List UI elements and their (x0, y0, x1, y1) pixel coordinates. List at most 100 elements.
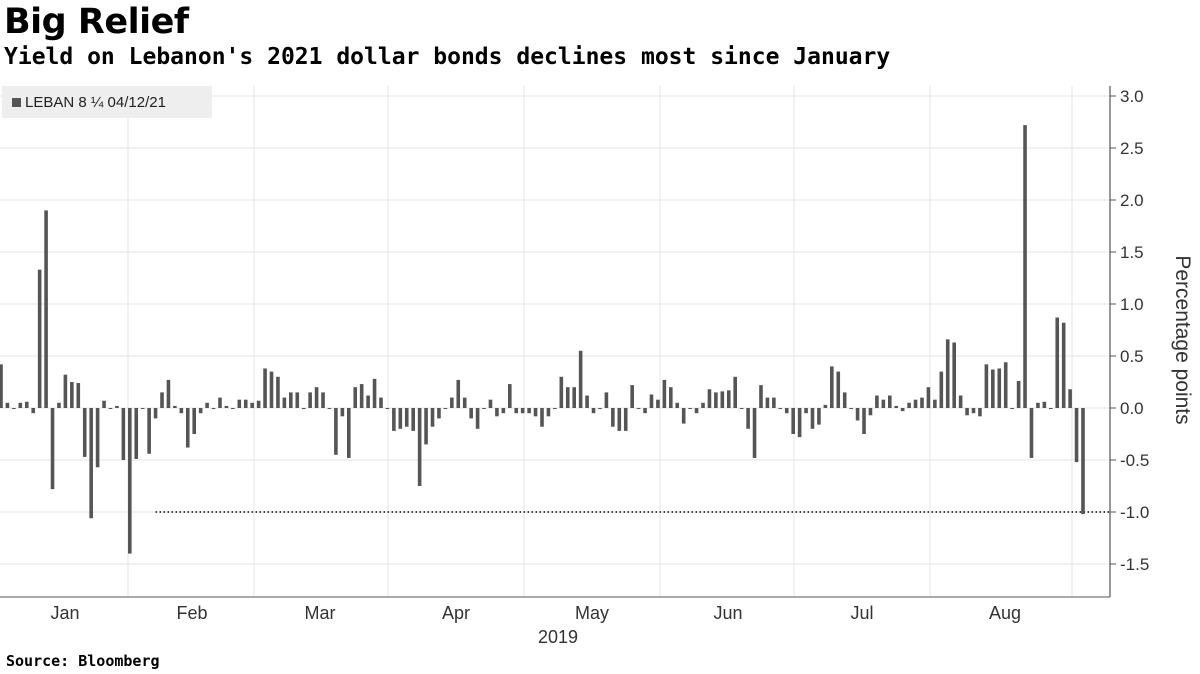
bar (971, 408, 976, 414)
x-axis-labels: Jan Feb Mar Apr May Jun Jul Aug 2019 (50, 603, 1021, 647)
bar (617, 408, 622, 431)
bar (501, 408, 506, 414)
bar (739, 408, 744, 409)
bar (559, 376, 564, 408)
bar (855, 408, 860, 421)
bar (237, 399, 242, 408)
bar (173, 405, 177, 408)
bar (842, 392, 847, 408)
bar (488, 399, 493, 408)
bar (578, 350, 583, 408)
bar (359, 384, 364, 408)
bar (346, 408, 351, 458)
bar (153, 408, 158, 419)
bar (636, 408, 641, 409)
bar (18, 402, 23, 408)
bar (836, 371, 841, 408)
bar (804, 408, 808, 414)
bar (147, 408, 151, 454)
bar (108, 408, 113, 409)
bar (192, 408, 197, 434)
bar (398, 408, 403, 429)
y-tick-label: -1.5 (1120, 555, 1149, 574)
x-tick-label: Feb (176, 603, 207, 623)
bar (900, 408, 905, 412)
bar (765, 397, 770, 408)
bar (475, 408, 480, 429)
bar (688, 408, 692, 409)
bar (565, 387, 570, 408)
bar (243, 399, 248, 408)
bar (289, 392, 293, 408)
bar (12, 408, 16, 409)
bar (392, 408, 396, 431)
bar (276, 376, 280, 408)
bar (1074, 408, 1079, 463)
bar (63, 374, 68, 408)
bar (1081, 408, 1085, 515)
bar (282, 397, 287, 408)
bar (797, 408, 802, 438)
y-axis-label: Percentage points (1171, 255, 1194, 424)
bar (456, 379, 461, 408)
bar (437, 408, 441, 419)
bar (862, 408, 866, 434)
bar (591, 408, 596, 414)
bar (939, 371, 944, 408)
bar (887, 395, 892, 408)
bar (945, 339, 950, 408)
legend: LEBAN 8 ¼ 04/12/21 (2, 86, 212, 118)
bar (823, 404, 828, 408)
x-tick-label: Jul (850, 603, 873, 623)
bar (1068, 389, 1072, 408)
bar (301, 408, 306, 409)
bar (95, 408, 100, 468)
bar (404, 408, 409, 427)
y-axis: 3.0 2.5 2.0 1.5 1.0 0.5 0.0 -0.5 -1.0 -1.5 Percent… (0, 86, 1194, 598)
bar-series (0, 125, 1085, 554)
bar (810, 408, 815, 429)
legend-swatch (12, 97, 21, 107)
y-tick-label: -1.0 (1120, 503, 1149, 522)
bar (849, 408, 853, 409)
bar (121, 408, 126, 460)
bar (340, 408, 345, 417)
bar (372, 378, 377, 408)
bar (1023, 125, 1027, 409)
bar (1029, 408, 1034, 458)
bar (417, 408, 422, 486)
bar (160, 392, 164, 408)
bar (0, 364, 3, 408)
bar (50, 408, 55, 490)
y-tick-label: 2.5 (1120, 139, 1144, 158)
bar (211, 408, 216, 409)
bar (385, 408, 390, 409)
bar (623, 408, 628, 431)
bar (269, 371, 274, 408)
bar (817, 408, 821, 425)
bar (379, 397, 383, 408)
bar (495, 408, 499, 417)
bar (540, 408, 544, 427)
chart-subtitle: Yield on Lebanon's 2021 dollar bonds dec… (4, 44, 891, 70)
bar (965, 408, 969, 416)
bar (933, 399, 937, 408)
bar (778, 408, 783, 409)
bar (115, 405, 119, 408)
bar (759, 385, 763, 408)
bar (179, 408, 184, 414)
bar (707, 389, 712, 408)
bar (327, 408, 332, 409)
legend-label: LEBAN 8 ¼ 04/12/21 (25, 93, 166, 111)
bar (231, 408, 235, 409)
bar (469, 408, 473, 419)
x-tick-label: Aug (989, 603, 1021, 623)
bar (314, 387, 319, 408)
y-tick-label: -0.5 (1120, 451, 1149, 470)
bar (598, 408, 602, 409)
bar (772, 397, 776, 408)
bar (701, 402, 705, 408)
bar (1055, 317, 1060, 408)
bar (611, 408, 615, 427)
bar (662, 379, 667, 408)
